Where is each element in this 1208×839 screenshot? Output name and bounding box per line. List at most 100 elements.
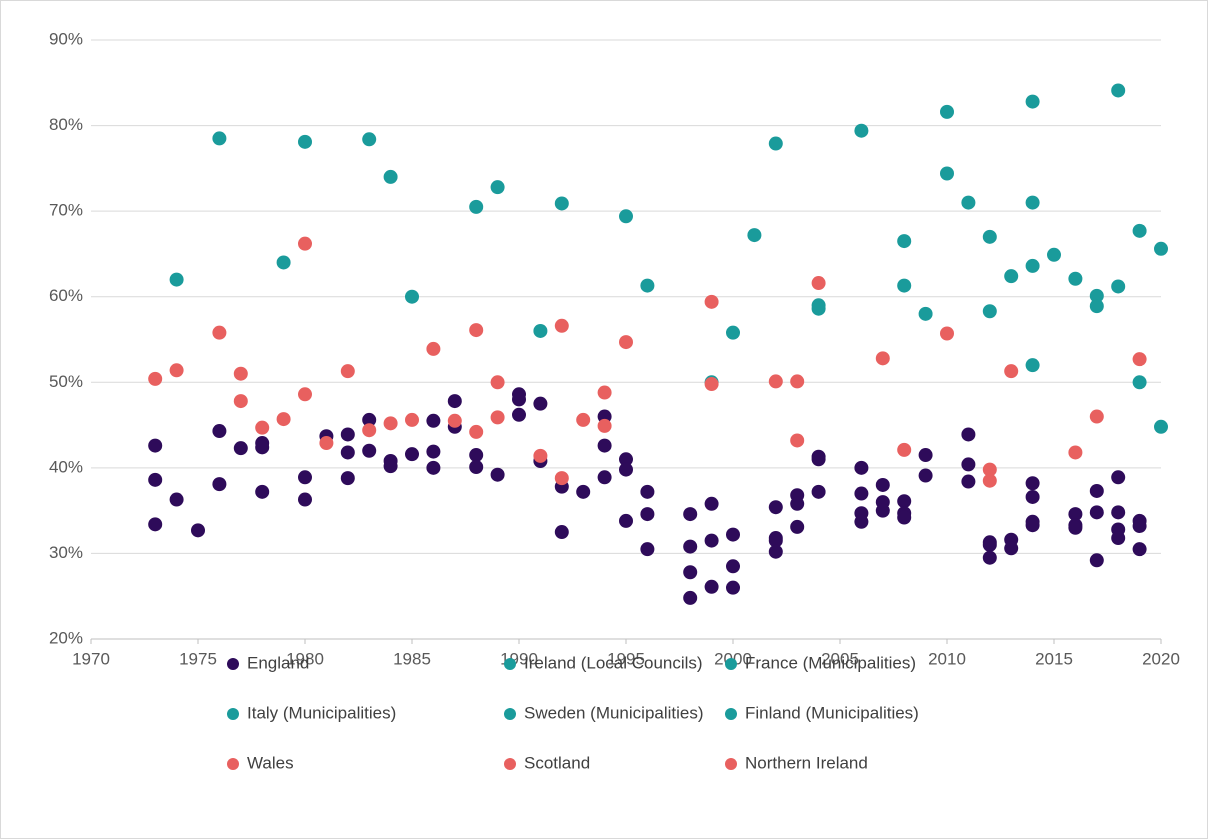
point (940, 104, 954, 119)
point (490, 467, 505, 482)
point (704, 579, 719, 594)
point (811, 484, 826, 499)
point (1025, 358, 1040, 373)
point (811, 452, 826, 467)
y-tick-label: 70% (49, 201, 83, 220)
point (1004, 541, 1019, 556)
point (875, 477, 890, 492)
point (1089, 553, 1104, 568)
point (212, 131, 227, 146)
point (233, 441, 248, 456)
point (362, 132, 377, 147)
point (554, 196, 569, 211)
point (1111, 505, 1126, 520)
point (1068, 271, 1083, 286)
point (597, 438, 612, 453)
point (1089, 288, 1104, 303)
point (768, 136, 783, 151)
point (918, 468, 933, 483)
legend-marker (725, 758, 737, 770)
point (169, 492, 184, 507)
point (362, 423, 377, 438)
point (683, 565, 698, 580)
legend-marker (725, 708, 737, 720)
point (619, 335, 633, 350)
point (897, 234, 912, 249)
point (148, 517, 163, 532)
point (1089, 483, 1104, 498)
point (383, 459, 398, 474)
legend-label: England (247, 653, 309, 672)
point (854, 460, 869, 475)
point (640, 484, 655, 499)
point (169, 272, 184, 287)
legend-marker (227, 658, 239, 670)
legend-label: Wales (247, 753, 294, 772)
legend-label: Italy (Municipalities) (247, 703, 396, 722)
point (1025, 489, 1040, 504)
point (1025, 518, 1040, 533)
point (1132, 375, 1147, 390)
point (790, 519, 805, 534)
legend-label: Sweden (Municipalities) (524, 703, 704, 722)
point (512, 392, 526, 407)
legend-marker (504, 758, 516, 770)
point (255, 484, 270, 499)
point (640, 542, 655, 557)
point (362, 412, 377, 427)
legend-label: Finland (Municipalities) (745, 703, 919, 722)
point (1025, 195, 1040, 210)
legend-label: France (Municipalities) (745, 653, 916, 672)
point (854, 123, 869, 138)
point (169, 363, 184, 378)
point (811, 276, 826, 291)
point (148, 472, 163, 487)
point (490, 180, 505, 195)
point (897, 494, 912, 509)
point (940, 326, 954, 341)
point (1154, 241, 1168, 256)
point (982, 229, 997, 244)
point (619, 209, 633, 224)
point (1047, 247, 1061, 262)
point (897, 442, 912, 457)
point (1111, 470, 1126, 485)
point (298, 470, 312, 485)
point (148, 371, 163, 386)
point (298, 236, 312, 251)
point (340, 427, 355, 442)
point (533, 396, 548, 411)
point (276, 412, 291, 427)
point (790, 496, 805, 511)
y-tick-label: 80% (49, 115, 83, 134)
point (490, 375, 505, 390)
x-tick-label: 2010 (928, 649, 966, 668)
point (1068, 520, 1083, 535)
point (1068, 445, 1083, 460)
point (298, 387, 312, 402)
point (298, 492, 312, 507)
point (597, 385, 612, 400)
point (747, 228, 762, 243)
x-tick-label: 2020 (1142, 649, 1180, 668)
point (961, 195, 976, 210)
x-tick-label: 1970 (72, 649, 110, 668)
point (854, 486, 869, 501)
point (340, 364, 355, 379)
legend-label: Ireland (Local Councils) (524, 653, 703, 672)
point (982, 550, 997, 565)
legend-marker (504, 708, 516, 720)
point (768, 500, 783, 515)
point (233, 394, 248, 409)
point (148, 438, 163, 453)
point (768, 374, 783, 389)
point (298, 134, 312, 149)
point (554, 318, 569, 333)
point (982, 537, 997, 552)
point (426, 460, 441, 475)
point (447, 394, 462, 409)
point (961, 427, 976, 442)
point (255, 440, 270, 455)
